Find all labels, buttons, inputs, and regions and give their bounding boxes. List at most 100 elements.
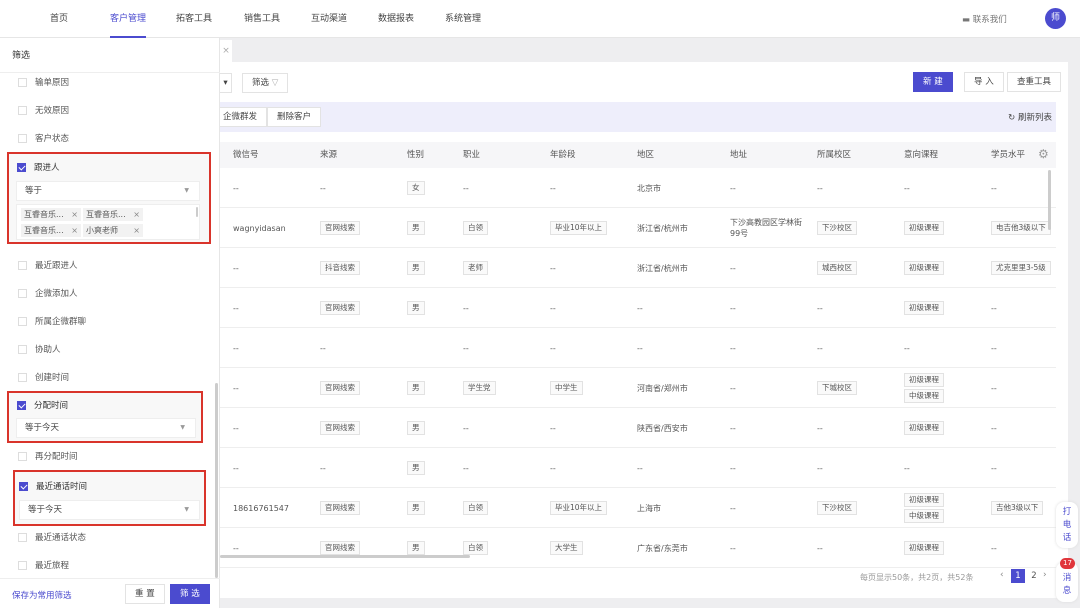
wecom-mass-send-button[interactable]: 企微群发 (214, 107, 268, 127)
contact-us-link[interactable]: ▬ 联系我们 (962, 13, 1007, 25)
chips-scrollbar[interactable] (196, 207, 198, 217)
table-horizontal-scrollbar[interactable] (220, 555, 470, 558)
filter-option[interactable]: 企微添加人 (18, 287, 78, 299)
cell-text: -- (233, 463, 239, 473)
table-row[interactable]: -- -- 男 -- -- -- -- -- -- -- (220, 448, 1056, 488)
column-header[interactable]: 微信号 (233, 150, 259, 160)
checkbox[interactable] (18, 77, 27, 87)
filter-option[interactable]: 最近通话状态 (18, 531, 86, 543)
column-settings-gear-icon[interactable]: ⚙ (1038, 147, 1049, 161)
table-row[interactable]: wagnyidasan 官网线索 男 白领 毕业10年以上 浙江省/杭州市 下沙高教园区学林… (220, 208, 1056, 248)
checkbox[interactable] (18, 260, 27, 270)
assign-time-select[interactable]: 等于今天 ▼ (16, 418, 196, 438)
last-call-time-select[interactable]: 等于今天 ▼ (19, 500, 200, 520)
nav-item[interactable]: 系统管理 (445, 14, 482, 24)
close-tab-icon[interactable]: × (220, 40, 232, 62)
nav-item[interactable]: 数据报表 (378, 14, 415, 24)
view-dropdown[interactable]: ▾ (220, 73, 232, 93)
checkbox[interactable] (18, 560, 27, 570)
filter-option[interactable]: 客户状态 (18, 132, 69, 144)
chip-label: 互睿音乐... (86, 210, 126, 219)
cell-text: -- (550, 343, 556, 353)
table-row[interactable]: -- 官网线索 男 -- -- -- -- -- 初级课程 -- (220, 288, 1056, 328)
column-header[interactable]: 意向课程 (904, 150, 939, 160)
next-page-icon[interactable]: › (1043, 570, 1047, 580)
nav-item[interactable]: 首页 (50, 14, 69, 24)
checkbox[interactable] (18, 288, 27, 298)
call-side-button[interactable]: 打电话 (1056, 502, 1078, 548)
table-row[interactable]: -- 抖音线索 男 老师 -- 浙江省/杭州市 -- 城西校区 初级课程 尤克里里3-5级 (220, 248, 1056, 288)
pagination-summary: 每页显示50条，共2页，共52条 (860, 573, 974, 582)
table-cell: -- (817, 528, 823, 568)
assign-time-checkbox[interactable] (17, 400, 26, 410)
chip-remove-icon[interactable]: × (71, 226, 78, 235)
column-header[interactable]: 来源 (320, 150, 338, 160)
checkbox[interactable] (18, 133, 27, 143)
filter-button[interactable]: 筛选 ▽ (242, 73, 289, 93)
avatar[interactable]: 师 (1045, 8, 1066, 29)
dedupe-tool-button[interactable]: 查重工具 (1007, 72, 1062, 92)
filter-option[interactable]: 最近旅程 (18, 559, 69, 571)
delete-customer-button[interactable]: 删除客户 (267, 107, 322, 127)
column-header[interactable]: 地址 (730, 150, 748, 160)
nav-item[interactable]: 互动渠道 (311, 14, 348, 24)
filter-option[interactable]: 无效原因 (18, 104, 69, 116)
follower-checkbox[interactable] (17, 162, 26, 172)
cell-tag: 中级课程 (904, 389, 944, 403)
reset-button[interactable]: 重 置 (125, 584, 165, 604)
nav-item[interactable]: 拓客工具 (176, 14, 213, 24)
table-row[interactable]: -- -- -- -- -- -- -- -- -- (220, 328, 1056, 368)
filter-option-label: 输单原因 (35, 78, 70, 88)
table-row[interactable]: -- 官网线索 男 -- -- 陕西省/西安市 -- -- 初级课程 -- (220, 408, 1056, 448)
filter-option[interactable]: 输单原因 (18, 76, 69, 88)
column-header[interactable]: 地区 (637, 150, 655, 160)
save-common-filter-link[interactable]: 保存为常用筛选 (12, 591, 72, 601)
reassign-time-checkbox[interactable] (18, 451, 27, 461)
message-count-badge: 17 (1060, 558, 1075, 569)
column-header[interactable]: 学员水平 (991, 150, 1026, 160)
follower-operator-select[interactable]: 等于 ▼ (16, 181, 200, 201)
chip-remove-icon[interactable]: × (71, 210, 78, 219)
checkbox[interactable] (18, 105, 27, 115)
page-1[interactable]: 1 (1011, 569, 1025, 583)
table-cell: 男 (407, 488, 425, 528)
refresh-list-button[interactable]: ↻ 刷新列表 (1008, 111, 1052, 123)
message-side-button[interactable]: 17 消息 (1056, 558, 1078, 602)
follower-multi-select[interactable]: 互睿音乐... × 互睿音乐... × 互睿音乐... × 小爽老师 × (16, 204, 200, 240)
table-cell: 尤克里里3-5级 (991, 248, 1051, 288)
checkbox[interactable] (18, 372, 27, 382)
table-row[interactable]: 18616761547 官网线索 男 白领 毕业10年以上 上海市 -- 下沙校区 初级课程 中级… (220, 488, 1056, 528)
filter-option[interactable]: 协助人 (18, 343, 61, 355)
table-row[interactable]: -- 官网线索 男 学生党 中学生 河南省/郑州市 -- 下城校区 初级课程 中级课程 -- (220, 368, 1056, 408)
column-header[interactable]: 所属校区 (817, 150, 852, 160)
cell-text: -- (991, 343, 997, 353)
table-vertical-scrollbar[interactable] (1048, 170, 1051, 230)
cell-tag: 官网线索 (320, 541, 360, 555)
filter-option[interactable]: 创建时间 (18, 371, 69, 383)
apply-filter-button[interactable]: 筛 选 (170, 584, 210, 604)
checkbox[interactable] (18, 316, 27, 326)
table-row[interactable]: -- -- 女 -- -- 北京市 -- -- -- -- (220, 168, 1056, 208)
page-2[interactable]: 2 (1031, 571, 1037, 581)
filter-scrollbar[interactable] (215, 383, 218, 578)
checkbox[interactable] (18, 344, 27, 354)
table-row[interactable]: -- 官网线索 男 白领 大学生 广东省/东莞市 -- -- 初级课程 -- (220, 528, 1056, 568)
prev-page-icon[interactable]: ‹ (1000, 570, 1004, 580)
chip-remove-icon[interactable]: × (133, 226, 140, 235)
nav-item[interactable]: 客户管理 (110, 0, 147, 38)
table-cell: 初级课程 (904, 248, 944, 288)
table-cell: -- (550, 408, 556, 448)
filter-option[interactable]: 所属企微群聊 (18, 315, 86, 327)
filter-option[interactable]: 最近跟进人 (18, 259, 78, 271)
last-call-time-checkbox[interactable] (19, 481, 28, 491)
column-header[interactable]: 职业 (463, 150, 481, 160)
nav-item[interactable]: 销售工具 (244, 14, 281, 24)
new-button[interactable]: 新 建 (913, 72, 953, 92)
chip-remove-icon[interactable]: × (133, 210, 140, 219)
cell-text: -- (233, 343, 239, 353)
column-header[interactable]: 性别 (407, 150, 425, 160)
import-button[interactable]: 导 入 (964, 72, 1004, 92)
column-header[interactable]: 年龄段 (550, 150, 576, 160)
cell-text: -- (320, 463, 326, 473)
checkbox[interactable] (18, 532, 27, 542)
